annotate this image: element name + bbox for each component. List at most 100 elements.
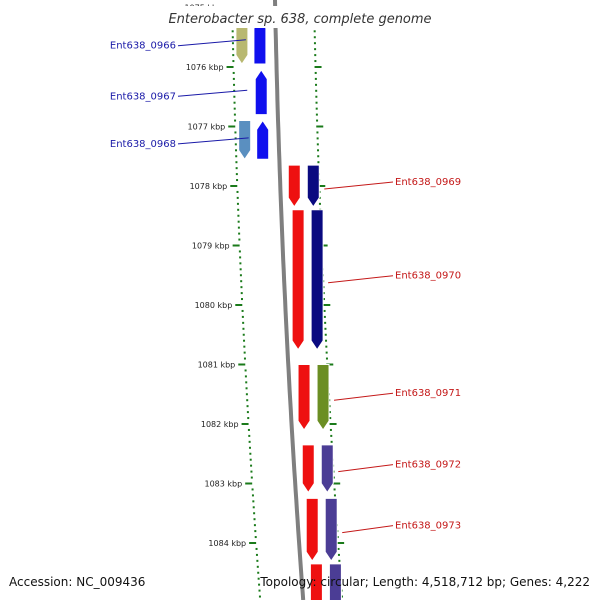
feature-arrow xyxy=(320,444,334,494)
minor-tick xyxy=(246,405,249,408)
gene-label: Ent638_0968 xyxy=(110,139,176,150)
minor-tick xyxy=(313,36,316,39)
major-tick xyxy=(226,66,234,68)
minor-tick xyxy=(250,476,253,479)
minor-tick xyxy=(314,71,317,74)
feature-arrow xyxy=(310,209,324,351)
feature-arrow xyxy=(306,164,320,208)
minor-tick xyxy=(236,179,239,182)
minor-tick xyxy=(316,119,319,122)
minor-tick xyxy=(324,321,327,324)
minor-tick xyxy=(236,190,239,193)
feature-arrow xyxy=(316,364,330,431)
minor-tick xyxy=(243,351,246,354)
gene-label: Ent638_0966 xyxy=(110,41,176,52)
label-leader xyxy=(177,39,246,47)
minor-tick xyxy=(235,173,238,176)
minor-tick xyxy=(251,494,254,497)
minor-tick xyxy=(257,577,260,580)
minor-tick xyxy=(248,434,251,437)
minor-tick xyxy=(325,345,328,348)
minor-tick xyxy=(247,417,250,420)
minor-tick xyxy=(258,595,261,598)
major-tick xyxy=(337,542,345,544)
major-tick xyxy=(320,244,328,247)
minor-tick xyxy=(235,161,238,164)
feature-arrow xyxy=(324,497,338,562)
minor-tick xyxy=(234,137,237,140)
minor-tick xyxy=(337,547,340,550)
minor-tick xyxy=(257,571,260,574)
minor-tick xyxy=(239,262,242,265)
label-leader xyxy=(333,392,394,401)
minor-tick xyxy=(251,488,254,491)
minor-tick xyxy=(313,30,316,33)
accession-text: Accession: NC_009436 xyxy=(9,575,146,589)
minor-tick xyxy=(252,500,255,503)
tick-label: 1081 kbp xyxy=(198,361,236,370)
minor-tick xyxy=(328,411,331,414)
gene-label: Ent638_0969 xyxy=(395,177,461,188)
tick-label: 1083 kbp xyxy=(204,480,242,489)
minor-tick xyxy=(238,238,241,241)
minor-tick xyxy=(314,77,317,80)
minor-tick xyxy=(325,339,328,342)
minor-tick xyxy=(313,42,316,45)
minor-tick xyxy=(242,327,245,330)
minor-tick xyxy=(231,30,234,33)
minor-tick xyxy=(325,357,328,360)
minor-tick xyxy=(241,315,244,318)
minor-tick xyxy=(241,298,244,301)
tick-label: 1080 kbp xyxy=(195,301,233,310)
cds-arrow xyxy=(297,364,311,431)
minor-tick xyxy=(243,339,246,342)
major-tick xyxy=(316,125,324,128)
minor-tick xyxy=(333,494,336,497)
minor-tick xyxy=(231,42,234,45)
tick-label: 1082 kbp xyxy=(201,420,239,429)
minor-tick xyxy=(332,476,335,479)
minor-tick xyxy=(330,434,333,437)
minor-tick xyxy=(239,268,242,271)
label-leader xyxy=(324,181,394,190)
minor-tick xyxy=(234,143,237,146)
minor-tick xyxy=(255,547,258,550)
major-tick xyxy=(228,125,236,128)
minor-tick xyxy=(328,405,331,408)
cds-arrow xyxy=(301,444,315,494)
label-leader xyxy=(328,275,394,284)
minor-tick xyxy=(323,315,326,318)
major-tick xyxy=(314,66,322,68)
minor-tick xyxy=(250,470,253,473)
minor-tick xyxy=(234,119,237,122)
minor-tick xyxy=(232,77,235,80)
genome-backbone xyxy=(273,0,306,600)
minor-tick xyxy=(324,327,327,330)
minor-tick xyxy=(241,309,244,312)
minor-tick xyxy=(245,381,248,384)
minor-tick xyxy=(235,167,238,170)
minor-tick xyxy=(232,71,235,74)
tick-label: 1079 kbp xyxy=(192,242,230,251)
minor-tick xyxy=(253,524,256,527)
minor-tick xyxy=(237,226,240,229)
major-tick xyxy=(241,423,249,425)
gene-label: Ent638_0972 xyxy=(395,460,461,471)
minor-tick xyxy=(248,446,251,449)
minor-tick xyxy=(323,309,326,312)
minor-tick xyxy=(315,107,318,110)
minor-tick xyxy=(232,60,235,63)
minor-tick xyxy=(246,399,249,402)
major-tick xyxy=(235,304,243,306)
minor-tick xyxy=(244,369,247,372)
minor-tick xyxy=(322,292,325,295)
major-tick xyxy=(318,185,326,187)
tick-label: 1076 kbp xyxy=(186,63,224,72)
minor-tick xyxy=(258,589,261,592)
minor-tick xyxy=(237,214,240,217)
minor-tick xyxy=(235,149,238,152)
minor-tick xyxy=(245,393,248,396)
minor-tick xyxy=(233,101,236,104)
minor-tick xyxy=(233,113,236,116)
major-tick xyxy=(238,363,246,366)
